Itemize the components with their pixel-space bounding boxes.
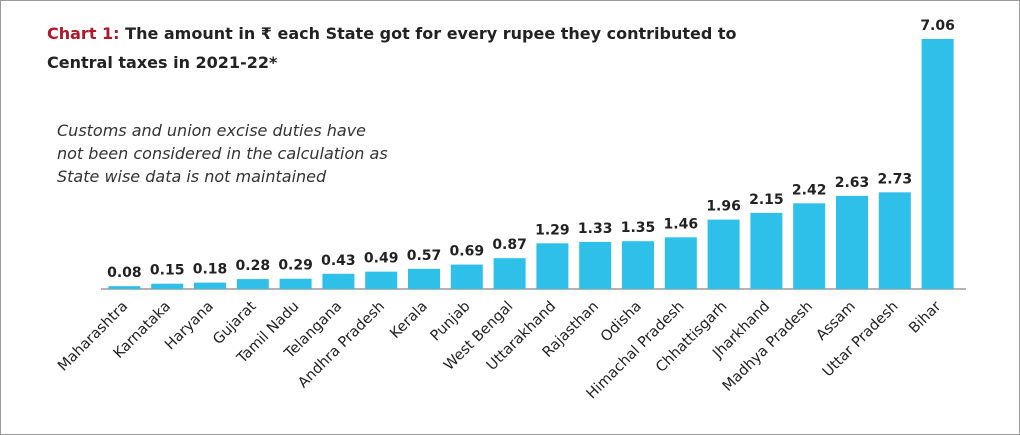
bar: [493, 258, 526, 289]
bar: [536, 243, 569, 289]
x-tick-label: Kerala: [387, 299, 430, 342]
value-label: 2.42: [792, 182, 827, 198]
bar: [322, 273, 355, 289]
value-label: 1.33: [578, 221, 613, 237]
bar: [750, 212, 783, 289]
bar: [450, 264, 483, 289]
bar: [921, 39, 954, 289]
annotation: State wise data is not maintained: [57, 167, 327, 186]
bar: [408, 268, 440, 289]
bar: [279, 278, 312, 289]
value-label: 0.43: [321, 253, 356, 269]
bar: [365, 271, 398, 289]
value-label: 7.06: [920, 18, 955, 34]
title-line: The amount in ₹ each State got for every…: [125, 24, 736, 43]
x-tick-label: Bihar: [906, 298, 944, 336]
title-prefix: Chart 1:: [47, 24, 120, 43]
bar: [878, 192, 911, 289]
value-label: 2.73: [878, 171, 913, 187]
bar: [707, 219, 740, 289]
value-label: 1.46: [664, 216, 699, 232]
value-label: 1.35: [621, 220, 656, 236]
bar: [836, 195, 868, 289]
annotation: Customs and union excise duties have: [57, 121, 366, 140]
value-label: 0.87: [492, 237, 527, 253]
value-label: 1.29: [535, 222, 570, 238]
value-label: 0.18: [193, 262, 228, 278]
chart-title: Chart 1: The amount in ₹ each State got …: [47, 24, 737, 43]
bar: [236, 279, 269, 289]
bar: [194, 282, 226, 289]
bar: [151, 283, 184, 289]
value-label: 0.29: [278, 258, 313, 274]
value-label: 0.15: [150, 263, 185, 279]
x-tick-label: Maharashtra: [55, 299, 131, 375]
bar: [579, 241, 612, 289]
bar: [793, 203, 826, 289]
bar: [664, 237, 697, 289]
bar: [622, 241, 654, 289]
value-label: 0.57: [407, 248, 442, 264]
value-label: 1.96: [706, 199, 741, 215]
bar: [108, 286, 141, 289]
value-label: 0.49: [364, 251, 399, 267]
value-label: 2.15: [749, 192, 784, 208]
x-tick-label: Uttar Pradesh: [820, 299, 902, 381]
annotation: not been considered in the calculation a…: [57, 144, 388, 163]
value-label: 2.63: [835, 175, 870, 191]
title-line: Central taxes in 2021-22*: [47, 53, 278, 72]
value-label: 0.69: [450, 244, 485, 260]
value-label: 0.28: [236, 258, 271, 274]
value-label: 0.08: [107, 265, 142, 281]
